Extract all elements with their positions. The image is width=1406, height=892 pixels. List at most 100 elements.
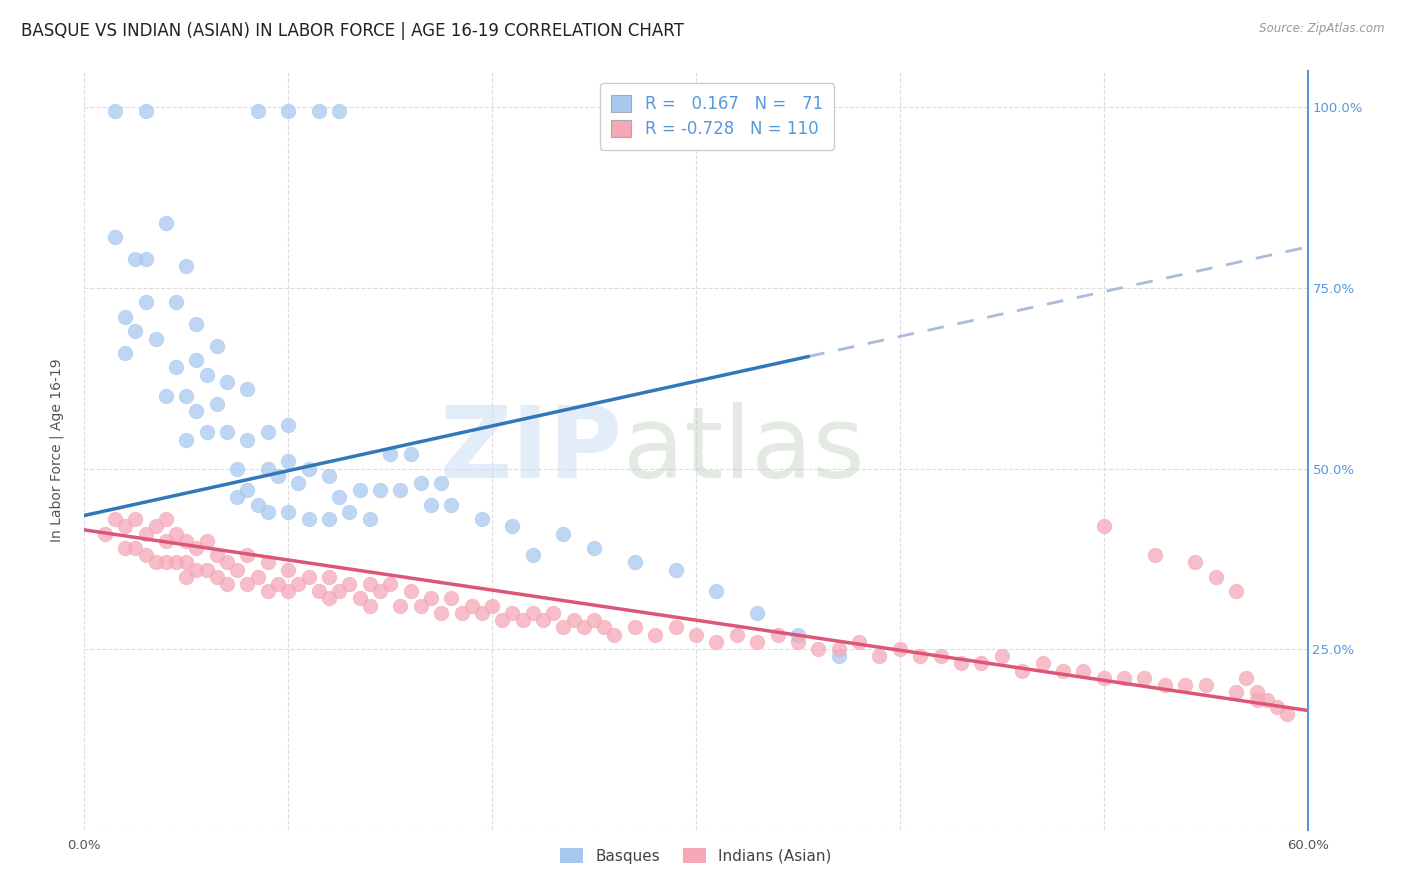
Point (308, 104, 330, 119)
Point (440, 591, 463, 606)
Point (461, 599, 484, 613)
Point (155, 216, 177, 230)
Point (236, 577, 259, 591)
Point (308, 584, 330, 599)
Point (277, 418, 299, 433)
Point (440, 498, 463, 512)
Point (787, 627, 810, 641)
Point (991, 649, 1014, 664)
Point (624, 555, 647, 569)
Point (706, 635, 728, 649)
Point (706, 584, 728, 599)
Point (145, 519, 167, 533)
Point (277, 104, 299, 119)
Point (155, 389, 177, 403)
Point (593, 620, 616, 634)
Point (298, 512, 321, 526)
Point (174, 570, 197, 584)
Point (471, 606, 494, 620)
Legend: Basques, Indians (Asian): Basques, Indians (Asian) (553, 840, 839, 871)
Point (186, 541, 208, 555)
Point (195, 533, 218, 548)
Point (583, 613, 606, 627)
Point (318, 468, 340, 483)
Point (553, 620, 575, 634)
Point (1256, 692, 1278, 706)
Point (287, 577, 309, 591)
Point (491, 613, 513, 627)
Point (257, 425, 280, 440)
Point (543, 606, 565, 620)
Point (929, 649, 952, 664)
Point (359, 512, 381, 526)
Point (195, 425, 218, 440)
Y-axis label: In Labor Force | Age 16-19: In Labor Force | Age 16-19 (49, 359, 63, 542)
Point (368, 483, 391, 498)
Text: BASQUE VS INDIAN (ASIAN) IN LABOR FORCE | AGE 16-19 CORRELATION CHART: BASQUE VS INDIAN (ASIAN) IN LABOR FORCE … (21, 22, 683, 40)
Point (226, 563, 249, 577)
Point (1092, 671, 1115, 685)
Point (1205, 570, 1227, 584)
Point (298, 461, 321, 475)
Point (328, 584, 350, 599)
Point (970, 657, 993, 671)
Point (205, 339, 228, 353)
Point (174, 533, 197, 548)
Point (583, 541, 606, 555)
Point (747, 606, 769, 620)
Point (104, 104, 127, 119)
Point (135, 295, 157, 310)
Point (380, 577, 402, 591)
Point (124, 512, 146, 526)
Point (165, 555, 187, 569)
Point (165, 526, 187, 541)
Point (420, 591, 443, 606)
Point (135, 252, 157, 266)
Point (339, 577, 361, 591)
Point (104, 230, 127, 244)
Point (747, 635, 769, 649)
Point (257, 461, 280, 475)
Point (368, 584, 391, 599)
Point (226, 461, 249, 475)
Point (1011, 664, 1033, 678)
Point (349, 483, 371, 498)
Point (562, 613, 585, 627)
Point (450, 606, 472, 620)
Point (359, 577, 381, 591)
Point (409, 475, 432, 490)
Point (1265, 699, 1288, 714)
Point (531, 613, 554, 627)
Point (114, 541, 136, 555)
Point (124, 324, 146, 338)
Point (287, 475, 309, 490)
Point (389, 599, 412, 613)
Point (1277, 706, 1299, 721)
Point (277, 563, 299, 577)
Point (145, 332, 167, 346)
Point (328, 491, 350, 505)
Point (93, 526, 115, 541)
Point (318, 591, 340, 606)
Point (135, 526, 157, 541)
Point (236, 382, 259, 396)
Point (828, 642, 851, 657)
Point (246, 498, 269, 512)
Point (1052, 664, 1074, 678)
Point (145, 555, 167, 569)
Point (420, 498, 443, 512)
Point (236, 433, 259, 447)
Point (522, 606, 544, 620)
Point (114, 310, 136, 324)
Point (165, 295, 187, 310)
Point (889, 642, 911, 657)
Point (226, 491, 249, 505)
Point (522, 548, 544, 562)
Point (1092, 519, 1115, 533)
Point (267, 468, 290, 483)
Point (205, 548, 228, 562)
Point (174, 389, 197, 403)
Point (409, 599, 432, 613)
Point (1133, 671, 1156, 685)
Point (1225, 685, 1247, 699)
